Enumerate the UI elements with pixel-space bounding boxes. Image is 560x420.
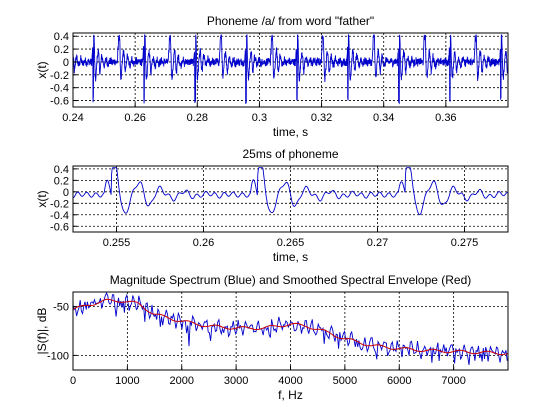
x-tick-label: 0.32 (311, 112, 332, 124)
x-axis-label: time, s (273, 125, 308, 139)
waveform-panel: Phoneme /a/ from word "father" 0.24 0.26 0.… (35, 14, 509, 139)
x-tick-label: 0.275 (451, 237, 479, 249)
x-tick-label: 0.28 (187, 112, 208, 124)
x-tick-label: 3000 (224, 375, 248, 387)
y-tick-label: -0.2 (50, 198, 69, 210)
series-line-blue (72, 167, 508, 216)
y-tick-label: -0.2 (50, 70, 69, 82)
x-tick-label: 7000 (441, 375, 465, 387)
x-tick-label: 0.3 (252, 112, 267, 124)
y-axis-label: x(t) (35, 61, 49, 78)
plot-box (72, 32, 509, 108)
y-tick-label: -0.4 (50, 210, 69, 222)
y-tick-label: 0.2 (54, 44, 69, 56)
chart-title: Phoneme /a/ from word "father" (207, 14, 374, 28)
y-axis-label: x(t) (35, 190, 49, 207)
y-tick-label: 0.4 (54, 31, 69, 43)
x-tick-label: 0.265 (277, 237, 305, 249)
series-line-red (72, 298, 509, 356)
y-tick-label: 0.2 (54, 175, 69, 187)
x-tick-label: 1000 (115, 375, 139, 387)
y-tick-label: 0.4 (54, 164, 69, 176)
y-tick-label: -0.4 (50, 83, 69, 95)
y-tick-label: -100 (47, 350, 69, 362)
x-tick-label: 5000 (333, 375, 357, 387)
y-tick-label: 0 (63, 57, 69, 69)
series-line-blue (72, 33, 509, 105)
x-tick-label: 0.27 (367, 237, 388, 249)
y-tick-label: -50 (53, 302, 69, 314)
y-tick-label: 0 (63, 187, 69, 199)
x-tick-label: 2000 (170, 375, 194, 387)
x-axis-label: f, Hz (278, 388, 303, 402)
zoomed-waveform-panel: 25ms of phoneme 0.255 0.26 0.265 0.27 0.275 0.… (35, 147, 509, 264)
x-tick-label: 0 (70, 375, 76, 387)
x-tick-label: 4000 (278, 375, 302, 387)
spectrum-panel: Magnitude Spectrum (Blue) and Smoothed S… (35, 273, 509, 402)
x-tick-label: 0.255 (103, 237, 131, 249)
x-tick-label: 0.24 (62, 112, 83, 124)
y-tick-label: -0.6 (50, 96, 69, 108)
y-tick-label: -0.6 (50, 221, 69, 233)
x-tick-label: 0.36 (435, 112, 456, 124)
x-tick-label: 0.26 (124, 112, 145, 124)
y-axis-label: |S(f)|, dB (35, 308, 49, 355)
x-tick-label: 0.34 (373, 112, 394, 124)
x-axis-label: time, s (273, 250, 308, 264)
chart-title: Magnitude Spectrum (Blue) and Smoothed S… (110, 273, 472, 287)
x-tick-label: 0.26 (193, 237, 214, 249)
chart-title: 25ms of phoneme (242, 147, 338, 161)
series-line-blue (72, 291, 508, 365)
x-tick-label: 6000 (387, 375, 411, 387)
